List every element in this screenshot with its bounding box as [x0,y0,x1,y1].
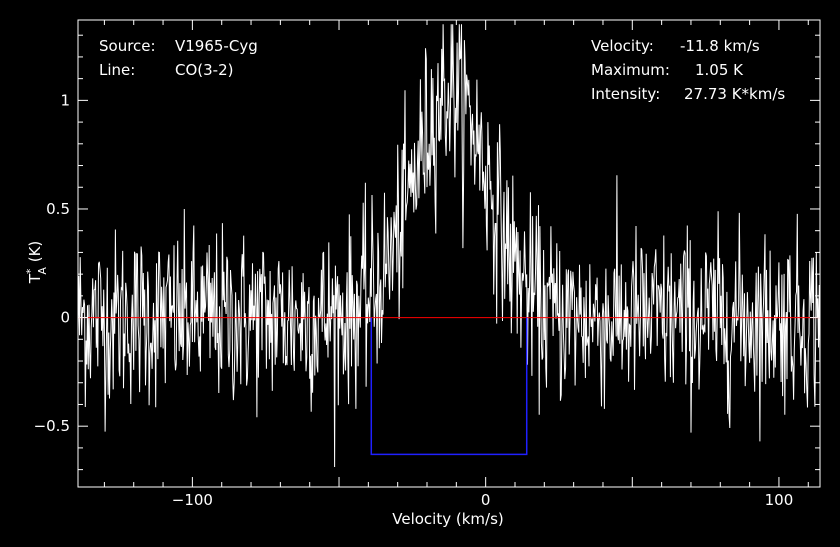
y-axis-label-unit-text: (K) [26,241,44,263]
y-axis-label: T*A (K) [24,241,49,285]
maximum-label: Maximum: [591,61,670,79]
x-tick-label: 0 [481,491,491,509]
y-tick-label: 0 [60,309,70,327]
line-window-box [370,317,528,456]
intensity-label: Intensity: [591,85,660,103]
y-axis-label-sup: * [24,268,37,274]
y-tick-label: 0.5 [46,200,70,218]
source-value: V1965-Cyg [175,37,258,55]
spectrum-line [77,24,821,468]
y-axis-label-sub: A [36,267,49,275]
velocity-value: -11.8 km/s [680,37,760,55]
intensity-value: 27.73 K*km/s [684,85,785,103]
y-tick-label: −0.5 [34,417,70,435]
spectrum-group [77,24,821,468]
y-axis-label-main: T [26,273,44,284]
line-value: CO(3-2) [175,61,233,79]
svg-text:T*A (K): T*A (K) [24,241,49,285]
x-tick-label: 100 [765,491,794,509]
source-label: Source: [99,37,156,55]
x-tick-label: −100 [172,491,213,509]
x-axis-label: Velocity (km/s) [392,510,503,528]
plot-frame [77,19,821,488]
line-label: Line: [99,61,135,79]
velocity-label: Velocity: [591,37,654,55]
maximum-value: 1.05 K [695,61,744,79]
ticks-group: −100 0 100 −0.5 0 0.5 1 [34,20,820,509]
y-tick-label: 1 [60,91,70,109]
